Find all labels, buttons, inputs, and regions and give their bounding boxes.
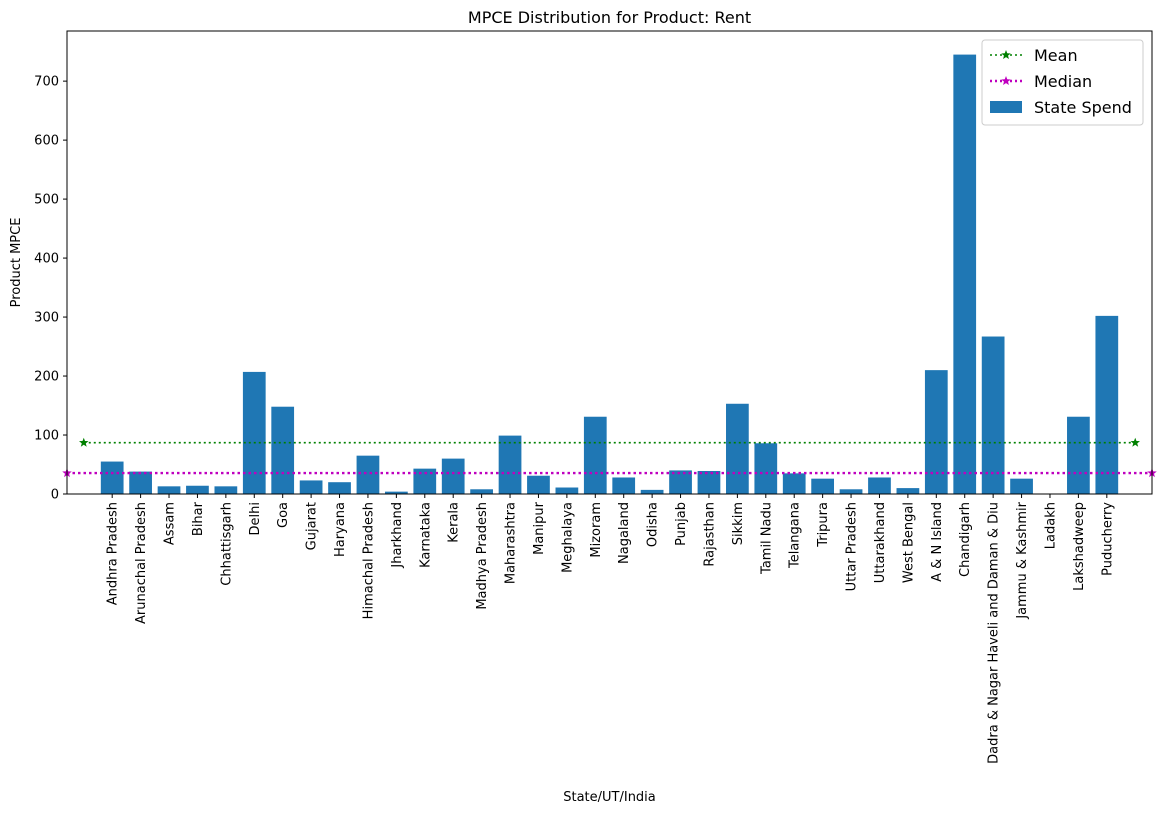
bar-21 xyxy=(697,470,721,494)
legend-marker-mean xyxy=(1001,50,1011,60)
y-tick-label: 500 xyxy=(34,193,59,208)
bar-24 xyxy=(782,473,806,494)
x-tick-label: Maharashtra xyxy=(504,502,519,584)
plot-frame xyxy=(66,30,1153,495)
x-tick-label: Assam xyxy=(163,502,178,545)
bar-1 xyxy=(129,471,152,494)
bar-12 xyxy=(441,458,465,494)
x-tick-label: Chhattisgarh xyxy=(219,502,234,586)
x-tick-label: Goa xyxy=(276,502,291,528)
bars-layer xyxy=(100,54,1119,495)
x-tick-label: Puducherry xyxy=(1100,502,1115,576)
legend-marker-median xyxy=(1001,76,1011,86)
bar-0 xyxy=(100,461,124,494)
bar-16 xyxy=(555,487,579,494)
reference-marker-mean-1 xyxy=(1130,437,1140,447)
y-tick-label: 700 xyxy=(34,75,59,90)
x-tick-label: Telangana xyxy=(788,502,803,569)
reference-marker-mean-0 xyxy=(79,437,89,447)
x-tick-label: Uttar Pradesh xyxy=(845,502,860,591)
y-axis-title: Product MPCE xyxy=(9,218,24,308)
bar-27 xyxy=(868,477,891,494)
bar-31 xyxy=(981,336,1005,494)
bar-23 xyxy=(754,443,778,494)
legend-label: Median xyxy=(1034,72,1092,91)
y-tick-label: 400 xyxy=(34,252,59,267)
x-tick-label: Gujarat xyxy=(305,502,320,550)
x-tick-label: Sikkim xyxy=(731,502,746,545)
bar-9 xyxy=(356,455,380,494)
x-tick-label: Punjab xyxy=(674,502,689,546)
bar-32 xyxy=(1010,478,1033,494)
bar-25 xyxy=(811,478,835,494)
x-tick-label: Lakshadweep xyxy=(1072,502,1087,591)
x-tick-label: Meghalaya xyxy=(560,502,575,573)
bar-11 xyxy=(413,468,437,494)
bar-29 xyxy=(924,370,948,494)
x-tick-label: Delhi xyxy=(248,502,263,535)
bar-18 xyxy=(612,477,636,494)
bar-5 xyxy=(242,371,266,494)
bar-34 xyxy=(1067,416,1090,494)
bar-17 xyxy=(583,416,607,494)
x-tick-label: Jammu & Kashmir xyxy=(1015,501,1030,619)
bar-26 xyxy=(839,489,863,494)
x-tick-label: West Bengal xyxy=(901,502,916,583)
legend-label: State Spend xyxy=(1034,98,1132,117)
x-tick-label: Ladakh xyxy=(1043,502,1058,549)
bar-22 xyxy=(726,403,749,494)
bar-6 xyxy=(271,406,295,494)
y-tick-label: 200 xyxy=(34,370,59,385)
x-tick-label: Kerala xyxy=(447,502,462,543)
axes-layer: 0 100 200 300 400 500 600 700 Andhra Pradesh Arun… xyxy=(34,30,1153,764)
y-tick-label: 600 xyxy=(34,134,59,149)
x-axis-title: State/UT/India xyxy=(563,790,656,805)
legend-label: Mean xyxy=(1034,46,1078,65)
x-tick-label: Haryana xyxy=(333,502,348,557)
y-tick-label: 300 xyxy=(34,311,59,326)
x-tick-label: Nagaland xyxy=(617,502,632,564)
x-tick-label: Arunachal Pradesh xyxy=(134,502,149,624)
bar-10 xyxy=(384,491,408,494)
bar-15 xyxy=(527,475,550,494)
bar-20 xyxy=(669,470,692,494)
bar-13 xyxy=(470,489,493,494)
bar-35 xyxy=(1095,315,1119,494)
legend: Mean Median State Spend xyxy=(981,39,1144,126)
chart-title: MPCE Distribution for Product: Rent xyxy=(468,8,751,27)
bar-14 xyxy=(498,435,522,494)
x-tick-label: Tamil Nadu xyxy=(759,502,774,575)
x-tick-label: Andhra Pradesh xyxy=(106,502,121,605)
legend-box xyxy=(981,39,1144,126)
bar-2 xyxy=(157,486,181,494)
bar-4 xyxy=(214,486,238,494)
x-tick-label: Mizoram xyxy=(589,502,604,558)
x-tick-label: Rajasthan xyxy=(702,502,717,567)
bar-3 xyxy=(186,485,209,494)
x-tick-label: Karnataka xyxy=(418,502,433,568)
x-tick-label: Madhya Pradesh xyxy=(475,502,490,610)
x-tick-label: A & N Island xyxy=(930,502,945,582)
y-tick-label: 100 xyxy=(34,429,59,444)
x-tick-label: Bihar xyxy=(191,501,206,536)
y-tick-label: 0 xyxy=(51,488,59,503)
bar-28 xyxy=(896,488,920,494)
x-tick-label: Dadra & Nagar Haveli and Daman & Diu xyxy=(987,502,1002,764)
x-tick-label: Himachal Pradesh xyxy=(361,502,376,619)
x-tick-label: Tripura xyxy=(816,502,831,548)
x-tick-label: Uttarakhand xyxy=(873,502,888,583)
x-tick-label: Odisha xyxy=(646,502,661,547)
bar-8 xyxy=(328,482,351,494)
x-tick-label: Chandigarh xyxy=(958,502,973,577)
bar-30 xyxy=(953,54,977,495)
bar-19 xyxy=(640,489,664,494)
x-tick-label: Manipur xyxy=(532,501,547,555)
bar-7 xyxy=(299,480,323,494)
x-tick-label: Jharkhand xyxy=(390,502,405,569)
legend-swatch-state-spend xyxy=(990,101,1022,113)
